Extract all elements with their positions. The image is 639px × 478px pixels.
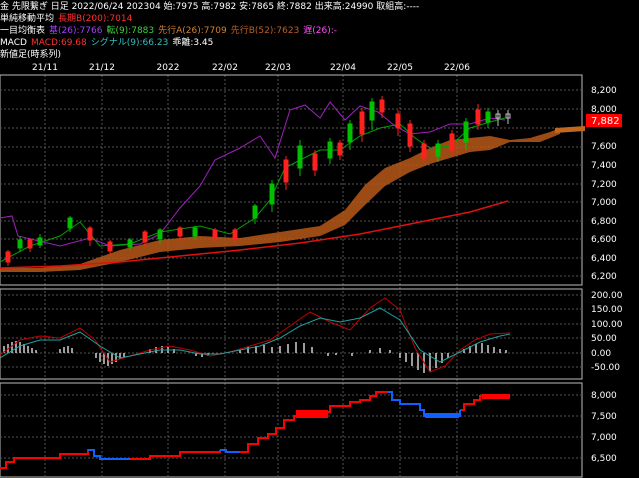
down-candles xyxy=(5,96,481,266)
price-y-tick: 8,200 xyxy=(591,86,617,96)
price-gridlines xyxy=(0,89,582,277)
ichimoku-cloud xyxy=(0,128,560,272)
macd-y-tick: 150.00 xyxy=(591,305,623,315)
macd-legend-label: MACD xyxy=(0,38,27,48)
newprice-y-axis: 8,000 7,500 7,000 6,500 xyxy=(591,391,617,464)
newprice-up-steps xyxy=(0,391,510,469)
ichimoku-spanA-value: 先行A(26):7709 xyxy=(158,26,227,36)
ichimoku-conv-line xyxy=(0,117,506,263)
newprice-legend-label: 新値足(時系列) xyxy=(0,50,62,60)
chart-info-text: 金 先限繋ぎ 日足 2022/06/24 202304 始:7975 高:798… xyxy=(0,2,420,12)
chart-info-line: 金 先限繋ぎ 日足 2022/06/24 202304 始:7975 高:798… xyxy=(0,2,423,12)
price-y-tick: 7,000 xyxy=(591,198,617,208)
x-label: 22/04 xyxy=(330,63,356,73)
x-label: 2022 xyxy=(156,63,180,73)
price-panel: 8,200 8,000 7,600 7,400 7,200 7,000 6,80… xyxy=(0,74,622,286)
ichimoku-spanB-value: 先行B(52):7623 xyxy=(230,26,300,36)
newprice-y-tick: 8,000 xyxy=(591,391,617,401)
price-y-tick: 6,600 xyxy=(591,235,617,245)
macd-gridlines xyxy=(0,294,582,368)
price-y-tick: 7,400 xyxy=(591,161,617,171)
ichimoku-base-value: 基(26):7766 xyxy=(49,26,103,36)
macd-y-axis: 200.00 150.00 100.00 50.00 0.00 -50.00 xyxy=(591,291,623,373)
newprice-y-tick: 6,500 xyxy=(591,454,617,464)
ichimoku-legend: 一目均衡表 基(26):7766 転(9):7883 先行A(26):7709 先行B(… xyxy=(0,26,341,36)
macd-panel-border xyxy=(0,288,583,380)
x-label: 21/11 xyxy=(32,63,58,73)
macd-legend-value: MACD:69.68 xyxy=(30,38,87,48)
ma-legend-value: 長期B(200):7014 xyxy=(58,14,133,24)
newprice-y-tick: 7,500 xyxy=(591,412,617,422)
ichimoku-conv-value: 転(9):7883 xyxy=(106,26,155,36)
doji-candles xyxy=(495,110,511,126)
x-label: 22/03 xyxy=(265,63,291,73)
ichimoku-lag-value: 遅(26):- xyxy=(303,26,338,36)
price-y-tick: 6,200 xyxy=(591,272,617,282)
macd-signal-value: シグナル(9):66.23 xyxy=(90,38,169,48)
macd-y-tick: 100.00 xyxy=(591,320,623,330)
newprice-down-steps xyxy=(88,391,461,460)
price-panel-border xyxy=(0,74,583,286)
ma-legend: 単純移動平均 長期B(200):7014 xyxy=(0,14,136,24)
newprice-up-block xyxy=(482,394,510,399)
newprice-gridlines xyxy=(0,394,582,459)
x-label: 22/05 xyxy=(387,63,413,73)
ichimoku-legend-label: 一目均衡表 xyxy=(0,26,46,36)
newprice-down-block xyxy=(425,413,459,418)
newprice-panel: 8,000 7,500 7,000 6,500 xyxy=(0,382,617,478)
macd-y-tick: 200.00 xyxy=(591,291,623,301)
macd-y-tick: -50.00 xyxy=(591,363,620,373)
x-label: 21/12 xyxy=(89,63,115,73)
ichimoku-base-line xyxy=(0,101,506,247)
price-y-tick: 6,400 xyxy=(591,254,617,264)
last-price-value: 7,882 xyxy=(591,116,620,127)
macd-line xyxy=(0,297,511,373)
up-candles xyxy=(17,98,491,252)
newprice-up-block xyxy=(296,410,328,418)
price-y-tick: 8,000 xyxy=(591,105,617,115)
macd-hist-value: 乖離:3.45 xyxy=(172,38,214,48)
macd-legend: MACD MACD:69.68 シグナル(9):66.23 乖離:3.45 xyxy=(0,38,217,48)
macd-signal-line xyxy=(0,307,511,363)
price-y-tick: 7,600 xyxy=(591,142,617,152)
macd-y-tick: 50.00 xyxy=(591,334,617,344)
ichimoku-cloud-tail xyxy=(555,126,585,133)
price-y-tick: 7,200 xyxy=(591,180,617,190)
vertical-gridlines xyxy=(44,75,458,476)
last-price-badge xyxy=(586,114,622,127)
newprice-panel-border xyxy=(0,382,583,478)
ma200-line xyxy=(0,200,509,269)
macd-y-tick: 0.00 xyxy=(591,349,611,359)
ma-legend-label: 単純移動平均 xyxy=(0,14,55,24)
price-y-tick: 6,800 xyxy=(591,217,617,227)
x-label: 22/02 xyxy=(212,63,238,73)
macd-panel: 200.00 150.00 100.00 50.00 0.00 -50.00 xyxy=(0,288,623,380)
newprice-y-tick: 7,000 xyxy=(591,433,617,443)
newprice-legend: 新値足(時系列) xyxy=(0,50,65,60)
x-axis: 21/11 21/12 2022 22/02 22/03 22/04 22/05… xyxy=(0,63,580,73)
x-label: 22/06 xyxy=(444,63,470,73)
price-candles xyxy=(5,96,511,266)
price-y-axis: 8,200 8,000 7,600 7,400 7,200 7,000 6,80… xyxy=(591,86,617,282)
